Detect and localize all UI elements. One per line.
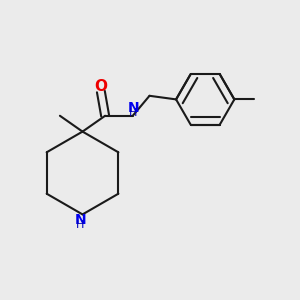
Text: N: N xyxy=(74,213,86,227)
Text: N: N xyxy=(128,101,139,115)
Text: H: H xyxy=(129,108,137,118)
Text: O: O xyxy=(94,79,107,94)
Text: H: H xyxy=(76,220,84,230)
